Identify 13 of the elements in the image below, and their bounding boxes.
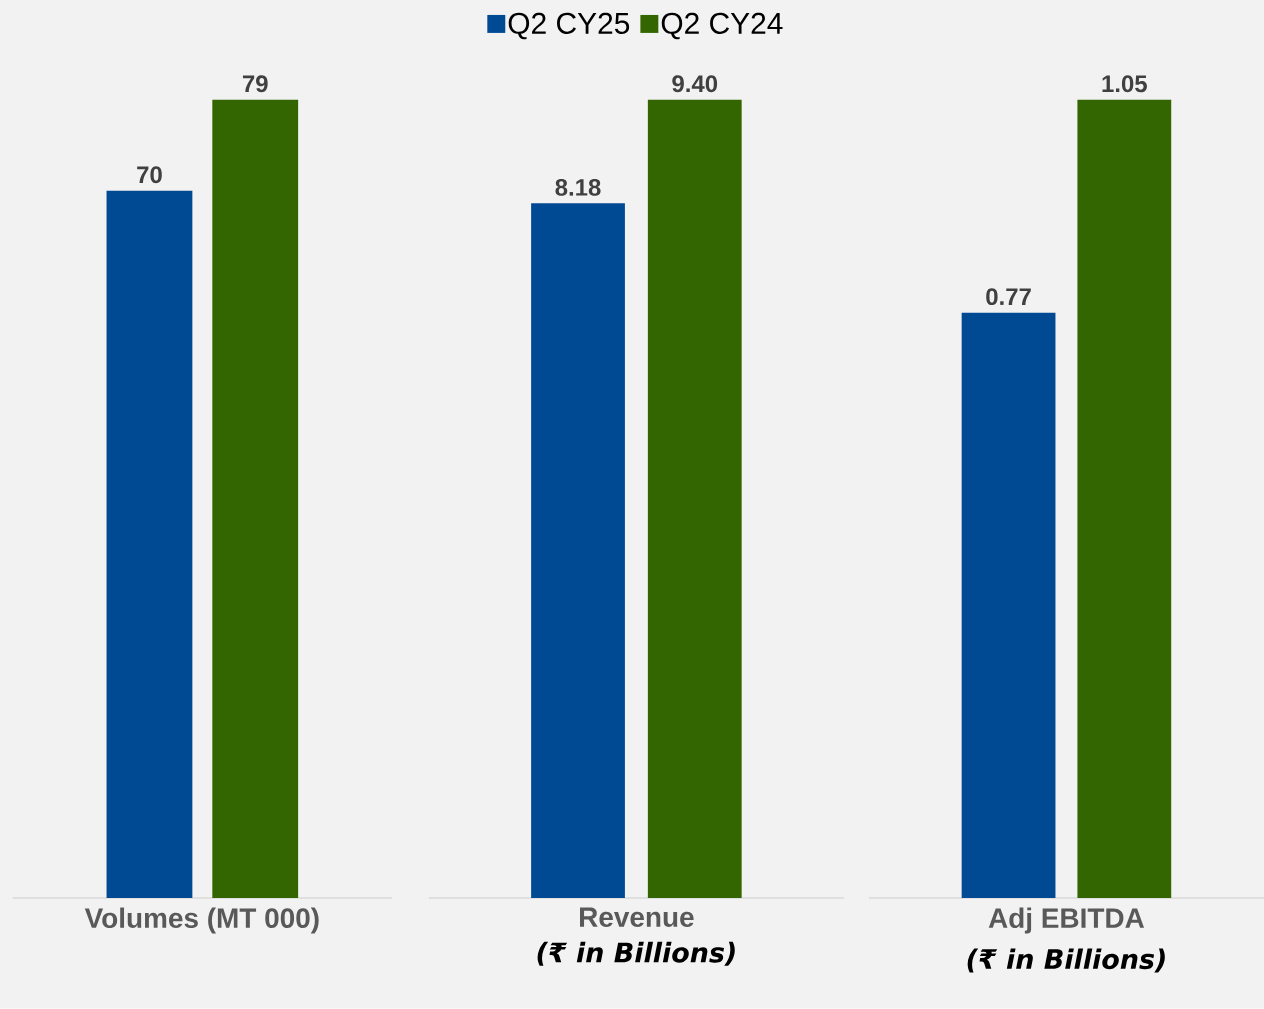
data-label: 9.40 [672,75,718,93]
x-tick-label: Revenue [580,907,694,928]
x-axis-title: (₹ in Billions) [537,941,735,966]
data-label: 70 [137,166,162,184]
x-tick-label: Adj EBITDA [988,907,1145,934]
legend-label: Q2 CY24 [661,12,783,40]
data-label: 79 [242,75,268,93]
x-axis-title: (₹ in Billions) [967,948,1165,973]
data-label: 0.77 [986,288,1031,306]
data-label: 8.18 [555,179,601,196]
x-tick-label: Volumes (MT 000) [84,907,319,934]
legend-label: Q2 CY25 [508,12,630,40]
data-label: 1.05 [1102,75,1147,93]
